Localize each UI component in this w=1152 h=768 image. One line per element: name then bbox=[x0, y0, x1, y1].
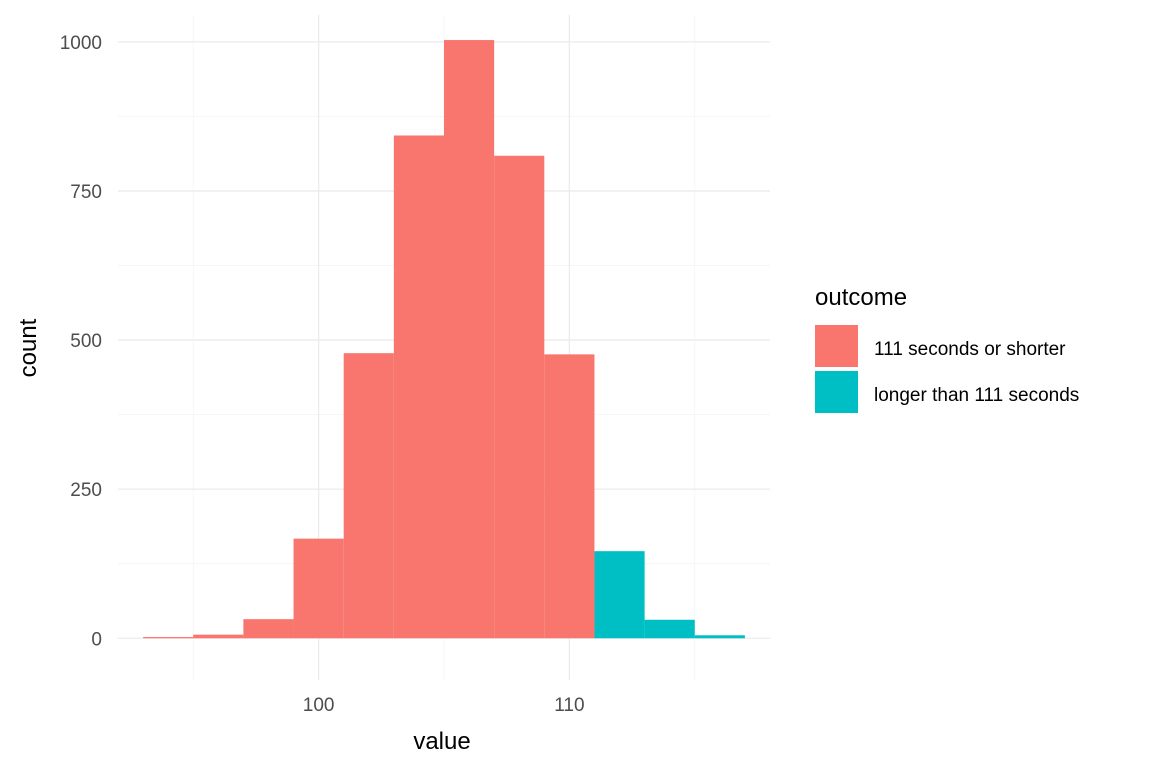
histogram-bar-12 bbox=[694, 635, 745, 639]
histogram-bar-7 bbox=[444, 40, 495, 639]
legend-key-series-1 bbox=[815, 325, 858, 367]
histogram-bar-2 bbox=[193, 634, 244, 639]
legend-key-series-2 bbox=[815, 371, 858, 413]
histogram-bar-8 bbox=[494, 155, 545, 639]
histogram-bar-1 bbox=[143, 637, 194, 639]
x-tick-label: 100 bbox=[303, 695, 335, 716]
histogram-bar-5 bbox=[343, 353, 394, 639]
histogram-bar-11 bbox=[644, 619, 695, 639]
y-tick-label: 250 bbox=[70, 480, 102, 501]
y-axis-tick-labels: 0 250 500 750 1000 bbox=[60, 33, 102, 650]
histogram-bar-10 bbox=[594, 551, 645, 639]
y-tick-label: 1000 bbox=[60, 33, 102, 54]
histogram-bar-9 bbox=[544, 354, 595, 639]
x-axis-tick-labels: 100 110 bbox=[303, 695, 585, 716]
legend-title: outcome bbox=[815, 284, 907, 311]
histogram-bar-3 bbox=[243, 619, 294, 639]
y-tick-label: 500 bbox=[70, 331, 102, 352]
histogram-bar-4 bbox=[293, 538, 344, 639]
y-tick-label: 750 bbox=[70, 182, 102, 203]
x-tick-label: 110 bbox=[554, 695, 584, 716]
legend-label-series-2: longer than 111 seconds bbox=[874, 385, 1079, 406]
x-axis-title: value bbox=[413, 728, 470, 755]
bars-layer bbox=[143, 40, 745, 639]
histogram-bar-6 bbox=[393, 135, 444, 639]
y-tick-label: 0 bbox=[91, 629, 102, 650]
legend-label-series-1: 111 seconds or shorter bbox=[874, 339, 1066, 360]
legend: outcome 111 seconds or shorter longer th… bbox=[815, 284, 1079, 413]
y-axis-title: count bbox=[15, 318, 42, 377]
